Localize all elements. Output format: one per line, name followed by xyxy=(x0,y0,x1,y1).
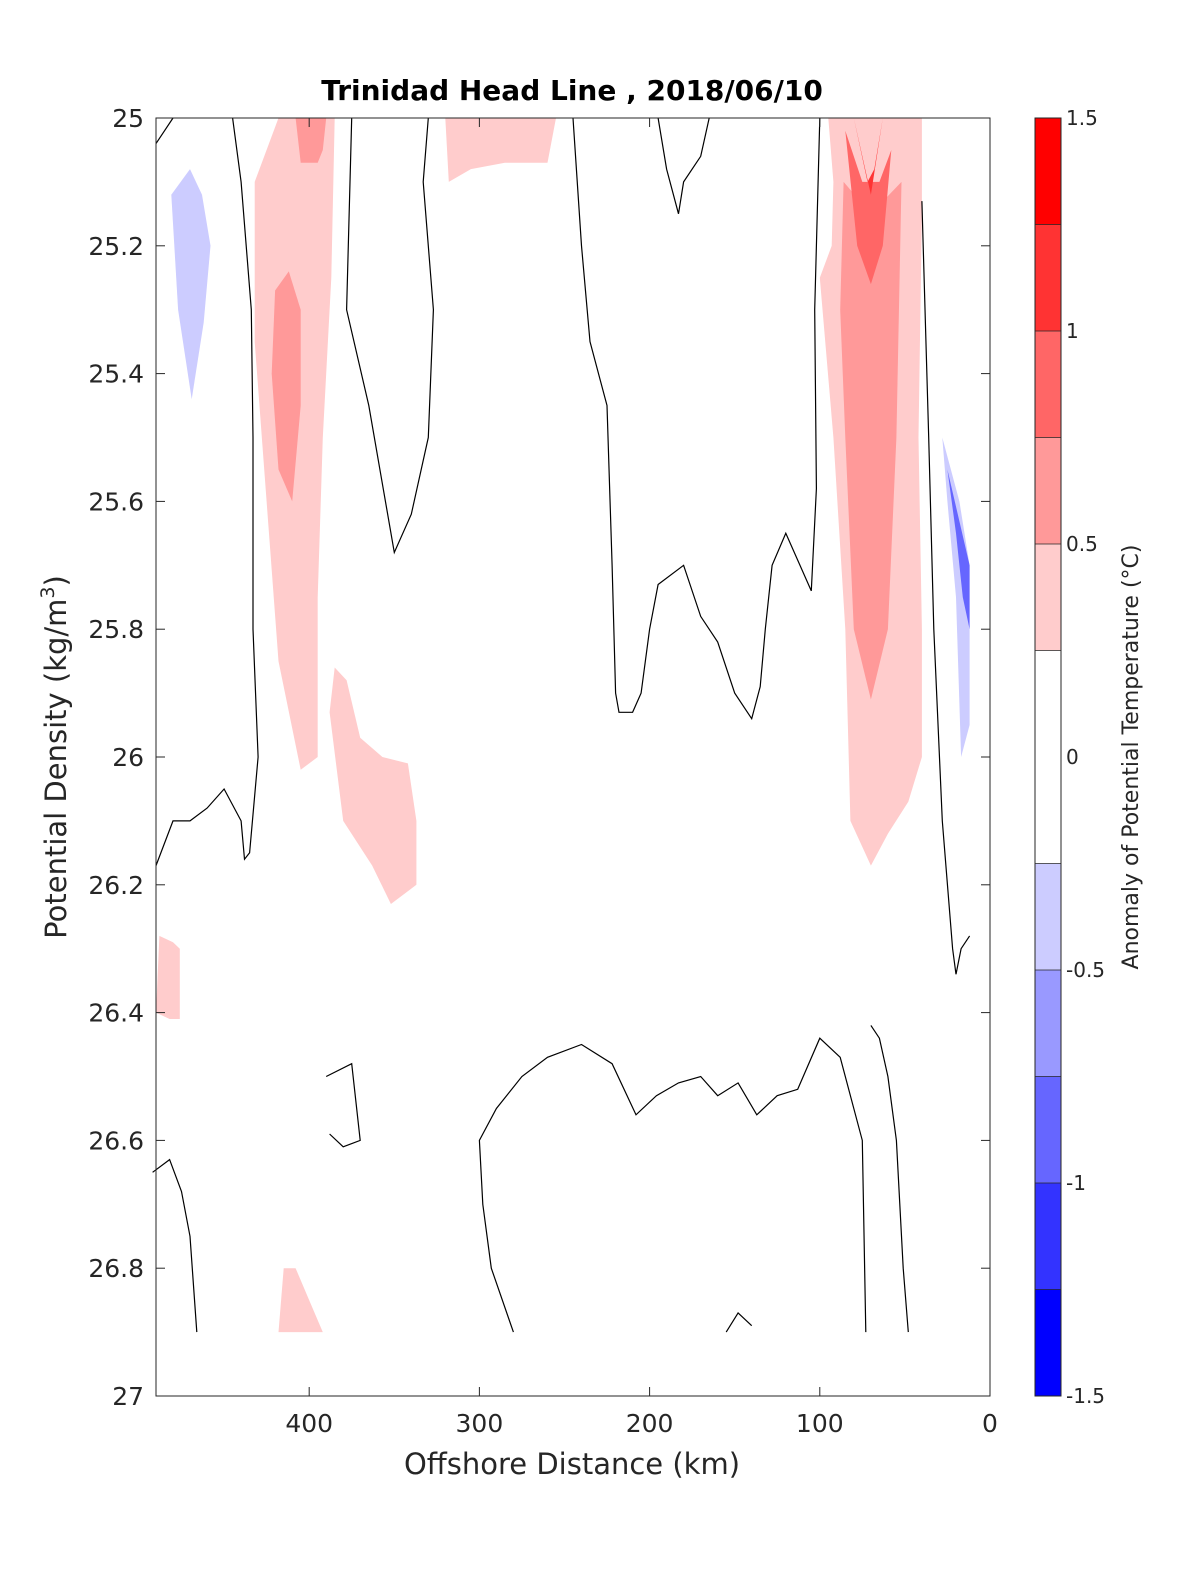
y-tick-label: 26 xyxy=(112,743,144,772)
colorbar-band xyxy=(1035,118,1061,225)
y-axis-label: Potential Density (kg/m3) xyxy=(37,575,73,939)
colorbar-bands xyxy=(1035,118,1061,1396)
filled-region-9 xyxy=(840,181,902,700)
y-axis-label-suffix: ) xyxy=(39,575,73,586)
contour-line-6 xyxy=(152,1158,198,1333)
filled-region-15 xyxy=(156,935,180,1019)
x-tick-label: 200 xyxy=(626,1409,674,1438)
contour-line-8 xyxy=(325,1062,361,1148)
colorbar-tick-label: 1 xyxy=(1066,319,1079,343)
colorbar-tick-label: -0.5 xyxy=(1066,958,1105,982)
colorbar-band xyxy=(1035,863,1061,970)
colorbar-tick-label: -1.5 xyxy=(1066,1384,1105,1408)
x-axis-label: Offshore Distance (km) xyxy=(404,1447,740,1481)
colorbar-frame xyxy=(1034,117,1062,1397)
plot-area: 400 300 200 100 0 25 25.2 25.4 25.6 25.8 26 26.2 26… xyxy=(88,104,998,1438)
y-tick-label: 25.8 xyxy=(88,615,144,644)
filled-region-4 xyxy=(271,271,301,502)
colorbar-band xyxy=(1035,1076,1061,1183)
colorbar-ticks: 1.5 1 0.5 0 -0.5 -1 -1.5 xyxy=(1066,106,1105,1408)
y-axis-label-main: Potential Density (kg/m xyxy=(39,599,73,939)
colorbar: 1.5 1 0.5 0 -0.5 -1 -1.5 Anomaly of Potential … xyxy=(1034,106,1144,1408)
filled-region-14 xyxy=(947,469,970,630)
filled-region-3 xyxy=(295,118,327,163)
contour-line-9 xyxy=(725,1311,753,1333)
x-axis-ticks: 400 300 200 100 0 xyxy=(285,118,998,1438)
y-tick-label: 26.4 xyxy=(88,999,144,1028)
filled-region-16 xyxy=(278,1268,323,1333)
filled-region-17 xyxy=(933,1172,941,1269)
filled-region-7 xyxy=(731,150,769,361)
colorbar-band xyxy=(1035,224,1061,331)
contour-line-3 xyxy=(572,117,821,721)
x-tick-label: 0 xyxy=(982,1409,998,1438)
filled-region-13 xyxy=(942,437,970,757)
y-tick-label: 25 xyxy=(112,104,144,133)
colorbar-tick-label: -1 xyxy=(1066,1171,1086,1195)
colorbar-tick-label: 1.5 xyxy=(1066,106,1098,130)
colorbar-tick-label: 0.5 xyxy=(1066,532,1098,556)
chart-title: Trinidad Head Line , 2018/06/10 xyxy=(321,74,823,107)
y-tick-label: 26.6 xyxy=(88,1126,144,1155)
colorbar-band xyxy=(1035,1183,1061,1290)
y-tick-label: 26.8 xyxy=(88,1254,144,1283)
colorbar-tick-label: 0 xyxy=(1066,745,1079,769)
contour-line-1 xyxy=(155,117,259,866)
colorbar-band xyxy=(1035,1289,1061,1396)
contour-line-2 xyxy=(345,117,435,555)
contour-line-7 xyxy=(478,1037,867,1333)
colorbar-band xyxy=(1035,331,1061,438)
filled-region-6 xyxy=(445,118,556,182)
filled-region-10 xyxy=(845,130,892,285)
colorbar-band xyxy=(1035,437,1061,544)
y-tick-label: 25.4 xyxy=(88,360,144,389)
contour-line-10 xyxy=(870,1025,909,1333)
colorbar-band xyxy=(1035,544,1061,651)
filled-region-0 xyxy=(156,118,230,745)
colorbar-label: Anomaly of Potential Temperature (°C) xyxy=(1119,545,1144,970)
filled-region-1 xyxy=(171,169,211,400)
y-tick-label: 26.2 xyxy=(88,871,144,900)
x-tick-label: 400 xyxy=(285,1409,333,1438)
filled-contours xyxy=(156,118,972,1333)
y-tick-label: 25.6 xyxy=(88,487,144,516)
colorbar-band xyxy=(1035,650,1061,864)
y-axis-label-superscript: 3 xyxy=(37,586,59,598)
y-tick-label: 25.2 xyxy=(88,232,144,261)
colorbar-band xyxy=(1035,970,1061,1077)
x-tick-label: 100 xyxy=(796,1409,844,1438)
filled-region-5 xyxy=(329,667,417,904)
contour-line-4 xyxy=(657,117,710,214)
contour-line-0 xyxy=(155,117,174,144)
x-tick-label: 300 xyxy=(456,1409,504,1438)
zero-contour-lines xyxy=(152,117,971,1333)
y-tick-label: 27 xyxy=(112,1382,144,1411)
contour-line-5 xyxy=(921,201,971,975)
y-axis-ticks: 25 25.2 25.4 25.6 25.8 26 26.2 26.4 26.6 26.8 27 xyxy=(88,104,990,1411)
